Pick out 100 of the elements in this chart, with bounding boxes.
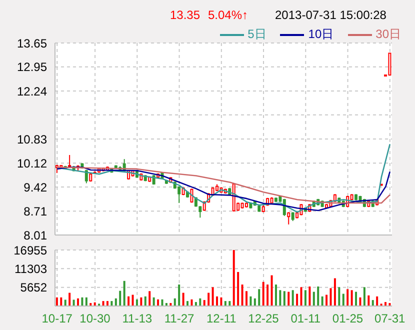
legend-label: 30日 xyxy=(376,26,401,43)
bar xyxy=(237,272,240,306)
bar xyxy=(308,286,311,306)
x-tick-label: 01-11 xyxy=(290,312,321,326)
y-tick-label: 13.65 xyxy=(16,36,48,50)
y-tick-label: 10.12 xyxy=(16,156,48,170)
x-tick-label: 10-17 xyxy=(42,312,73,326)
bar xyxy=(174,298,176,306)
bar xyxy=(136,299,138,306)
bar xyxy=(376,296,378,306)
bar xyxy=(350,290,353,306)
bar xyxy=(220,297,222,306)
x-tick-label: 11-27 xyxy=(164,312,194,326)
x-tick-label: 01-25 xyxy=(332,312,364,326)
bar xyxy=(304,290,306,306)
bar xyxy=(363,287,366,306)
bar xyxy=(114,298,117,306)
candlestick xyxy=(287,212,290,225)
bar xyxy=(258,289,260,306)
bar xyxy=(270,275,273,306)
bar xyxy=(321,296,324,306)
y-tick-label: 10.83 xyxy=(16,132,48,146)
bar xyxy=(157,299,160,306)
bar xyxy=(241,284,244,306)
bar xyxy=(152,297,155,306)
bar xyxy=(228,301,231,306)
text: 2013-07-31 15:00:28 xyxy=(275,8,386,22)
bar xyxy=(56,297,58,306)
bar xyxy=(102,301,104,306)
bar xyxy=(60,297,62,306)
y-tick-label: 16955 xyxy=(14,243,48,258)
bar xyxy=(317,286,320,306)
bar xyxy=(266,284,269,306)
bar xyxy=(330,288,332,306)
bar xyxy=(186,301,189,306)
y-tick-label: 12.24 xyxy=(16,84,48,98)
legend-label: 10日 xyxy=(308,26,334,43)
bar xyxy=(123,280,126,306)
bar xyxy=(288,292,290,306)
bar xyxy=(85,297,88,306)
bar xyxy=(224,301,226,306)
legend-label: 5日 xyxy=(248,26,266,43)
bar xyxy=(208,292,210,306)
candlestick xyxy=(178,186,181,204)
bar xyxy=(182,292,184,306)
bar xyxy=(342,294,344,306)
bar xyxy=(326,294,328,306)
bar xyxy=(106,301,108,306)
bar xyxy=(119,290,122,306)
bar xyxy=(140,297,142,306)
bar xyxy=(355,292,358,306)
bar xyxy=(274,284,277,306)
bar xyxy=(64,300,66,306)
bar xyxy=(312,292,315,306)
bar xyxy=(292,290,294,306)
y-tick-label: 12.95 xyxy=(16,60,48,74)
bar xyxy=(372,300,374,306)
y-tick-label: 8.01 xyxy=(24,228,48,242)
bar xyxy=(144,296,146,306)
bar xyxy=(232,250,235,306)
bar xyxy=(161,299,164,306)
bar xyxy=(148,291,151,306)
x-tick-label: 11-13 xyxy=(122,312,152,326)
bar xyxy=(250,296,252,306)
bar xyxy=(81,297,84,306)
bar xyxy=(245,291,248,306)
x-tick-label: 12-25 xyxy=(248,312,280,326)
bar xyxy=(283,291,286,306)
bar xyxy=(212,287,214,306)
bar xyxy=(279,290,282,306)
line-series xyxy=(56,166,391,204)
text: 13.35 xyxy=(170,8,200,22)
y-tick-label: 9.42 xyxy=(24,180,48,194)
bar xyxy=(72,300,75,306)
bar xyxy=(300,287,302,306)
text: 5.04%↑ xyxy=(208,8,248,22)
y-tick-label: 5652 xyxy=(20,280,48,295)
bar xyxy=(178,284,180,306)
line-series xyxy=(56,143,391,213)
line-series xyxy=(56,166,391,212)
bar xyxy=(132,294,134,306)
bar xyxy=(190,299,193,306)
bar xyxy=(262,282,264,306)
bar xyxy=(76,298,79,306)
x-tick-label: 10-30 xyxy=(80,312,111,326)
y-tick-label: 11303 xyxy=(14,262,48,276)
bar xyxy=(359,297,362,306)
y-tick-label: 8.71 xyxy=(24,204,48,218)
x-tick-label: 12-11 xyxy=(206,312,237,326)
bar xyxy=(216,296,218,306)
bar xyxy=(199,298,202,306)
bar xyxy=(296,294,298,306)
bar xyxy=(334,278,336,306)
bar xyxy=(338,287,340,306)
candlestick xyxy=(68,154,72,168)
bar xyxy=(368,295,370,306)
bar xyxy=(110,301,113,306)
bar xyxy=(68,292,71,306)
bar xyxy=(346,289,349,306)
bar xyxy=(254,298,256,306)
